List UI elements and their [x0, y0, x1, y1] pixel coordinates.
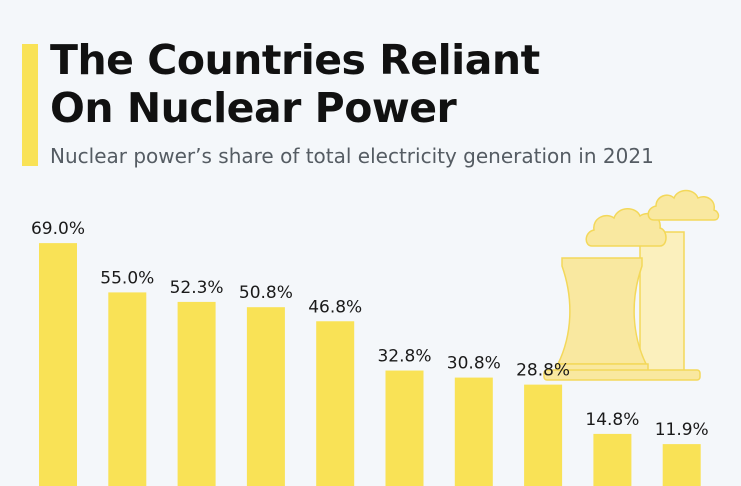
value-labels-group: 69.0% 55.0% 52.3% 50.8% 46.8% 32.8% 30.8% 28.8%… — [31, 219, 709, 440]
chart-title-line-1: The Countries Reliant — [50, 36, 540, 84]
nuclear-plant-illustration — [543, 189, 720, 381]
bar-value-label-9: 14.8% — [585, 410, 639, 430]
chart-title: The Countries Reliant On Nuclear Power — [50, 36, 540, 132]
bar-value-label-6: 32.8% — [377, 347, 431, 367]
bar-value-label-5: 46.8% — [308, 297, 362, 317]
bar-8 — [524, 384, 563, 486]
bar-7 — [454, 377, 493, 486]
chart-title-line-2: On Nuclear Power — [50, 84, 457, 132]
bar-value-label-3: 52.3% — [170, 278, 224, 298]
bar-1 — [39, 243, 77, 486]
bar-9 — [593, 433, 632, 486]
chart-subtitle: Nuclear power’s share of total electrici… — [50, 144, 654, 168]
bar-3 — [177, 301, 216, 486]
bar-5 — [316, 321, 355, 486]
bar-10 — [662, 444, 701, 486]
bar-value-label-1: 69.0% — [31, 219, 85, 239]
bar-2 — [108, 292, 147, 486]
bar-value-label-10: 11.9% — [655, 420, 709, 440]
bar-value-label-8: 28.8% — [516, 361, 570, 381]
bars-group — [39, 243, 701, 486]
bar-value-label-7: 30.8% — [447, 354, 501, 374]
bar-6 — [385, 370, 424, 486]
bar-4 — [246, 307, 285, 486]
bar-value-label-4: 50.8% — [239, 283, 293, 303]
bar-value-label-2: 55.0% — [100, 268, 154, 288]
title-accent-bar — [22, 44, 38, 166]
